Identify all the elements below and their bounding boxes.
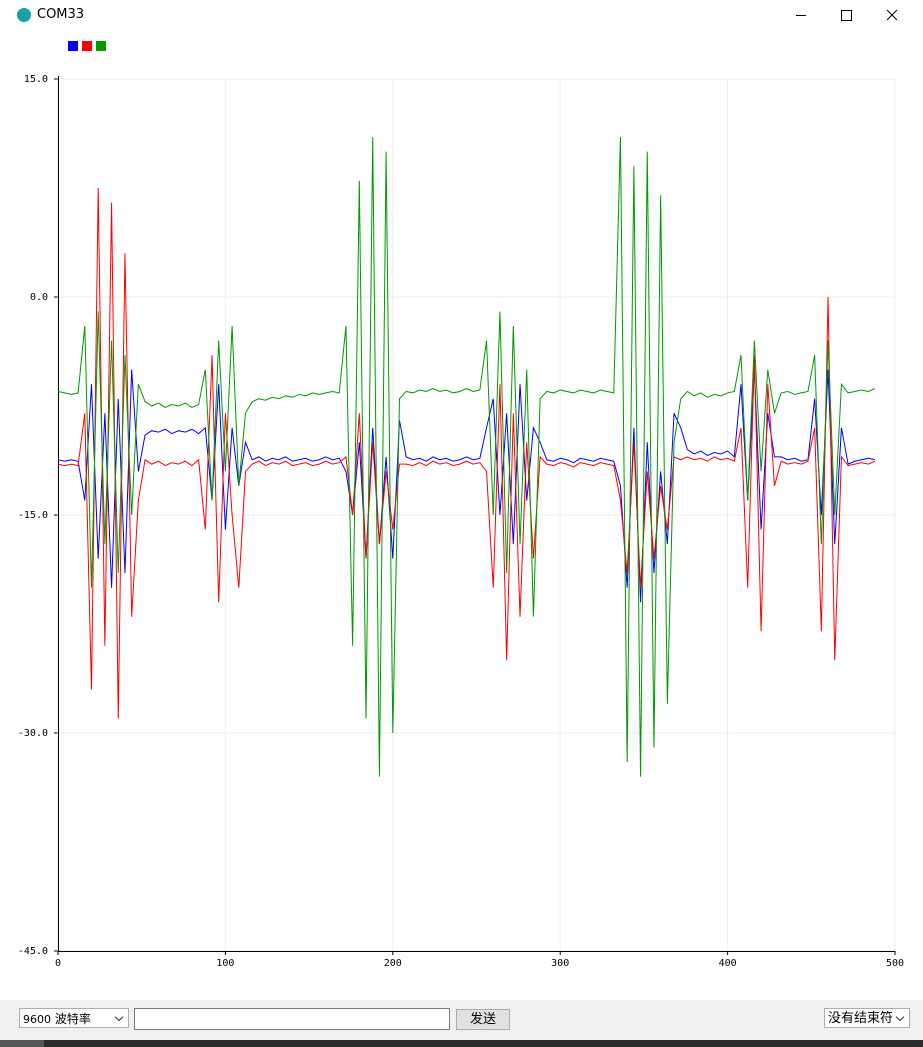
app-icon [17,8,31,22]
series-line [57,369,876,603]
y-tick-label: -45.0 [18,946,48,957]
maximize-button[interactable] [823,0,869,30]
series-line [57,187,876,719]
x-tick-label: 100 [216,958,234,969]
x-tick-label: 500 [886,958,904,969]
minimize-button[interactable] [778,0,824,30]
legend-swatch [68,41,78,51]
legend-swatch [82,41,92,51]
y-tick-label: -15.0 [18,510,48,521]
send-button[interactable]: 发送 [456,1009,510,1030]
baud-select[interactable]: 9600 波特率 [19,1008,129,1028]
baud-label: 波特率 [54,1012,91,1026]
taskbar-strip [0,1040,923,1047]
send-input[interactable] [134,1008,450,1030]
line-ending-select[interactable]: 没有结束符 [824,1008,910,1028]
plot: 15.0 0.0 -15.0 -30.0 -45.0 0 100 200 300 400 500 [18,41,904,969]
y-tick-label: 0.0 [30,292,48,303]
baud-value: 9600 [23,1013,51,1026]
taskbar-item [0,1040,44,1047]
x-tick-label: 300 [551,958,569,969]
series-line [57,137,876,777]
x-tick-label: 200 [384,958,402,969]
legend-swatch [96,41,106,51]
y-tick-label: -30.0 [18,728,48,739]
close-button[interactable] [869,0,915,30]
bottom-toolbar: 9600 波特率 发送 没有结束符 [0,1000,923,1040]
x-tick-label: 400 [719,958,737,969]
y-tick-label: 15.0 [24,74,48,85]
window-title: COM33 [37,7,85,22]
x-tick-label: 0 [55,958,61,969]
title-bar: COM33 [0,0,923,30]
